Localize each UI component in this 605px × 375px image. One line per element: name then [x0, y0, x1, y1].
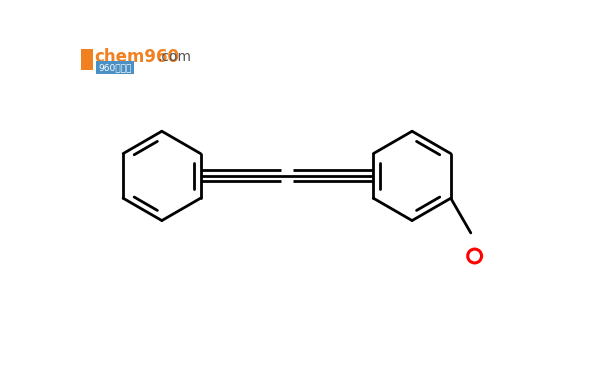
- Bar: [81, 49, 93, 70]
- Text: chem960: chem960: [94, 48, 179, 66]
- Text: 960化工网: 960化工网: [99, 63, 132, 72]
- Text: .com: .com: [157, 50, 191, 63]
